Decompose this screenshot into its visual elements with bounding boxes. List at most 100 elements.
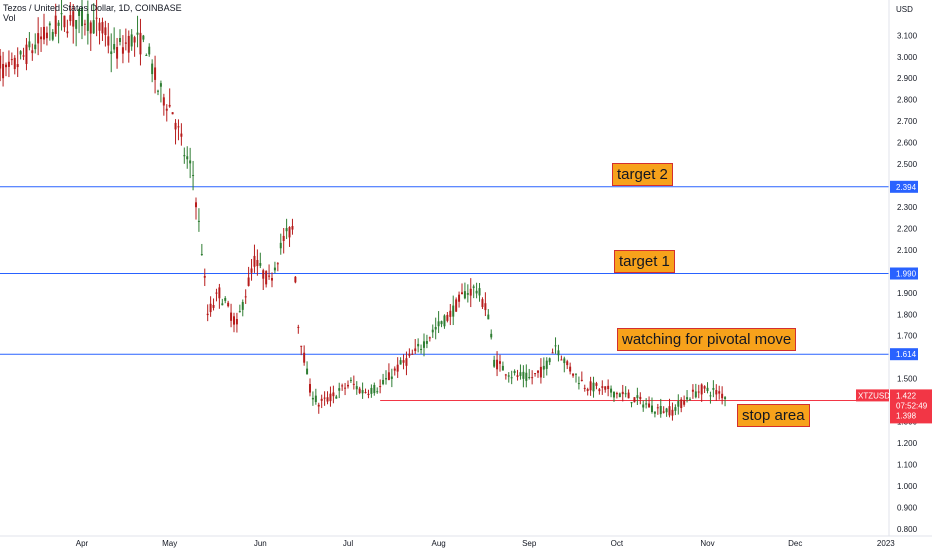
candle-body bbox=[390, 376, 393, 379]
y-tick-label: 2.500 bbox=[897, 160, 918, 169]
candle-body bbox=[215, 292, 218, 294]
candle-body bbox=[630, 402, 633, 404]
y-tick-label: 2.200 bbox=[897, 224, 918, 233]
candle-body bbox=[197, 220, 200, 222]
candle-body bbox=[139, 32, 142, 55]
candle-body bbox=[563, 358, 566, 364]
candle-body bbox=[472, 286, 475, 288]
candle-body bbox=[127, 35, 130, 53]
candle-body bbox=[346, 384, 349, 387]
candle-body bbox=[460, 292, 463, 295]
candle-body bbox=[268, 275, 271, 277]
candle-body bbox=[142, 35, 145, 40]
candle-body bbox=[384, 378, 387, 380]
candle-body bbox=[124, 42, 127, 44]
candle-body bbox=[300, 345, 303, 347]
candle-body bbox=[569, 366, 572, 372]
candle-body bbox=[51, 31, 54, 40]
candle-body bbox=[382, 379, 385, 385]
candle-body bbox=[583, 387, 586, 389]
chart-title[interactable]: Tezos / United States Dollar, 1D, COINBA… bbox=[3, 3, 182, 13]
volume-legend[interactable]: Vol bbox=[3, 13, 16, 23]
candle-body bbox=[718, 391, 721, 394]
candle-body bbox=[174, 122, 177, 130]
candle-body bbox=[715, 390, 718, 395]
candle-body bbox=[534, 373, 537, 375]
y-tick-label: 2.700 bbox=[897, 117, 918, 126]
candle-body bbox=[291, 226, 294, 230]
candle-body bbox=[566, 361, 569, 366]
level-price-tag bbox=[890, 180, 918, 193]
candle-body bbox=[528, 376, 531, 378]
symbol-tag bbox=[856, 389, 889, 402]
candle-body bbox=[519, 372, 522, 376]
stop-price-label: 1.398 bbox=[896, 411, 917, 420]
last-price-tag bbox=[890, 389, 932, 424]
candle-body bbox=[551, 352, 554, 354]
candle-body bbox=[230, 312, 233, 321]
y-tick-label: 3.100 bbox=[897, 31, 918, 40]
candle-body bbox=[136, 32, 139, 35]
annotation-stop-area[interactable]: stop area bbox=[737, 404, 810, 427]
candle-body bbox=[98, 22, 101, 31]
candle-body bbox=[437, 321, 440, 327]
candle-body bbox=[259, 263, 262, 266]
candle-body bbox=[37, 33, 40, 44]
candle-body bbox=[691, 389, 694, 392]
candle-body bbox=[276, 263, 279, 265]
candle-body bbox=[323, 397, 326, 399]
y-tick-label: 2.900 bbox=[897, 74, 918, 83]
candle-body bbox=[648, 403, 651, 408]
y-tick-label: 2.800 bbox=[897, 96, 918, 105]
candle-body bbox=[387, 372, 390, 380]
candle-body bbox=[627, 392, 630, 399]
horizontal-levels bbox=[0, 186, 889, 402]
candle-body bbox=[171, 112, 174, 115]
x-tick-label: Dec bbox=[788, 539, 802, 548]
candle-body bbox=[463, 291, 466, 299]
candle-body bbox=[668, 406, 671, 416]
candle-body bbox=[95, 17, 98, 19]
candle-body bbox=[545, 360, 548, 369]
candle-body bbox=[680, 399, 683, 409]
y-tick-label: 2.100 bbox=[897, 246, 918, 255]
annotation-pivot[interactable]: watching for pivotal move bbox=[617, 328, 797, 351]
y-tick-label: 2.300 bbox=[897, 203, 918, 212]
candle-body bbox=[589, 381, 592, 391]
candle-body bbox=[452, 305, 455, 317]
candle-body bbox=[86, 13, 89, 31]
candle-body bbox=[504, 374, 507, 376]
candle-body bbox=[411, 353, 414, 355]
candle-body bbox=[580, 379, 583, 381]
candle-body bbox=[341, 385, 344, 387]
candle-body bbox=[232, 316, 235, 325]
candle-body bbox=[659, 406, 662, 415]
candle-body bbox=[332, 392, 335, 397]
time-axis: Apr May Jun Jul Aug Sep Oct Nov Dec 2023 bbox=[76, 539, 896, 548]
candle-body bbox=[194, 202, 197, 208]
annotation-target-2[interactable]: target 2 bbox=[612, 163, 673, 186]
candle-body bbox=[192, 175, 195, 177]
candle-body bbox=[308, 384, 311, 393]
annotation-target-1[interactable]: target 1 bbox=[614, 250, 675, 273]
candle-body bbox=[221, 303, 224, 306]
x-tick-label: 2023 bbox=[877, 539, 895, 548]
candle-body bbox=[156, 90, 159, 92]
candle-body bbox=[285, 228, 288, 232]
y-tick-label: 1.800 bbox=[897, 310, 918, 319]
candle-body bbox=[335, 396, 338, 399]
candle-body bbox=[598, 389, 601, 392]
candle-body bbox=[45, 32, 48, 39]
candle-body bbox=[338, 388, 341, 391]
candle-body bbox=[92, 20, 95, 34]
candle-body bbox=[107, 36, 110, 46]
candle-body bbox=[265, 271, 268, 285]
candle-body bbox=[177, 126, 180, 128]
candle-body bbox=[367, 393, 370, 395]
candle-body bbox=[393, 368, 396, 371]
candle-body bbox=[469, 288, 472, 296]
candle-body bbox=[7, 61, 10, 67]
candle-body bbox=[422, 341, 425, 348]
candle-body bbox=[484, 303, 487, 311]
